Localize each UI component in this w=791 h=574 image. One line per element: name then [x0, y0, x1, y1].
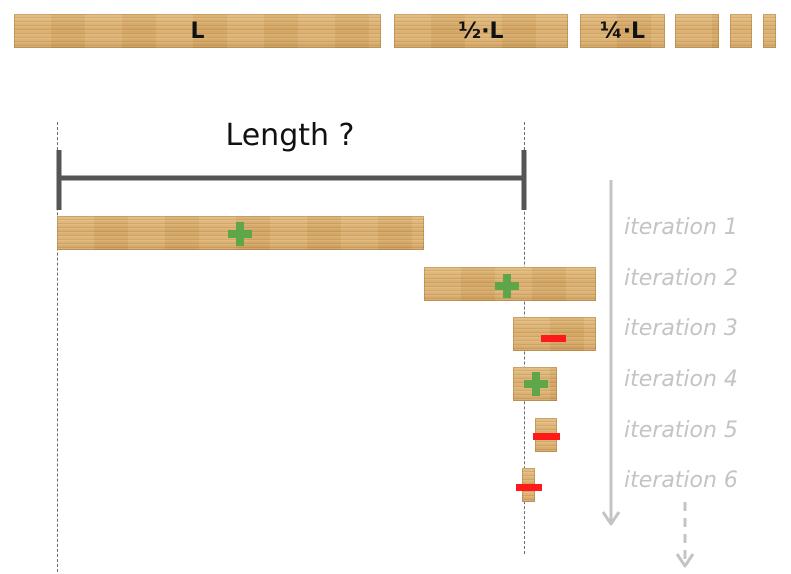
- iteration-label: iteration 4: [624, 367, 738, 392]
- piece-quarter-label: ¼·L: [599, 18, 646, 44]
- length-title: Length ?: [225, 118, 355, 153]
- iteration-label: iteration 5: [624, 418, 738, 443]
- down-arrow-icon: [601, 180, 621, 526]
- minus-icon: [533, 433, 560, 440]
- plus-icon: [228, 222, 252, 246]
- piece-thirtysecond-length: [763, 14, 776, 48]
- left-guide-line: [57, 122, 58, 572]
- iteration-label: iteration 2: [624, 266, 738, 291]
- piece-half-label: ½·L: [458, 18, 504, 44]
- piece-quarter-length: ¼·L: [580, 14, 665, 48]
- plus-icon: [524, 372, 548, 396]
- iteration-label: iteration 6: [624, 468, 738, 493]
- dashed-down-arrow-icon: [675, 502, 695, 568]
- iteration-3-piece: [513, 317, 596, 351]
- piece-full-label: L: [190, 18, 205, 44]
- piece-sixteenth-length: [730, 14, 752, 48]
- minus-icon: [516, 484, 542, 491]
- piece-half-length: ½·L: [394, 14, 568, 48]
- iteration-label: iteration 1: [624, 215, 738, 240]
- piece-eighth-length: [675, 14, 719, 48]
- minus-icon: [541, 335, 566, 342]
- plus-icon: [495, 274, 519, 298]
- piece-full-length: L: [14, 14, 381, 48]
- iteration-label: iteration 3: [624, 316, 738, 341]
